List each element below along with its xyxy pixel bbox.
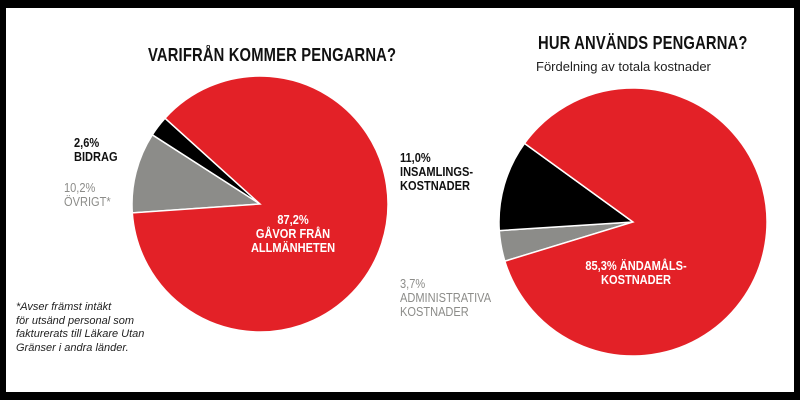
right-pie-slice-2 [503,87,768,357]
insam-name-label-1: INSAMLINGS- [400,164,474,179]
footnote-line-4: Gränser i andra länder. [16,341,129,354]
gavor-name-label-2: ALLMÄNHETEN [250,240,336,255]
footnote-line-2: för utsänd personal som [16,314,135,327]
left-pie-slice-0 [131,133,263,214]
insam-name-label-2: KOSTNADER [400,178,470,193]
bidrag-percent-label: 2,6% [74,135,100,150]
left-pie-slice-2 [131,75,389,333]
andamal-label-1: 85,3% ÄNDAMÅLS- [585,258,687,273]
right-chart-title: HUR ANVÄNDS PENGARNA? [538,33,748,53]
ovrigt-percent-label: 10,2% [64,180,96,195]
infographic-panel: VARIFRÅN KOMMER PENGARNA? 2,6% BIDRAG 10… [6,8,794,392]
gavor-name-label-1: GÅVOR FRÅN [255,226,331,241]
footnote: *Avser främst intäkt för utsänd personal… [16,301,144,355]
footnote-line-1: *Avser främst intäkt [16,301,112,313]
footnote-line-3: fakturerats till Läkare Utan [16,328,145,340]
admin-name-label-1: ADMINISTRATIVA [400,290,492,305]
andamal-label-2: KOSTNADER [601,272,671,287]
admin-name-label-2: KOSTNADER [400,304,469,319]
left-chart-title: VARIFRÅN KOMMER PENGARNA? [148,45,397,65]
insam-percent-label: 11,0% [400,150,431,165]
right-pie-slice-1 [498,142,636,232]
right-chart-subtitle: Fördelning av totala kostnader [536,59,711,74]
ovrigt-name-label: ÖVRIGT* [64,194,111,209]
pie-charts-canvas [131,75,768,357]
gavor-percent-label: 87,2% [277,212,309,227]
bidrag-name-label: BIDRAG [74,149,118,164]
admin-percent-label: 3,7% [400,276,426,291]
